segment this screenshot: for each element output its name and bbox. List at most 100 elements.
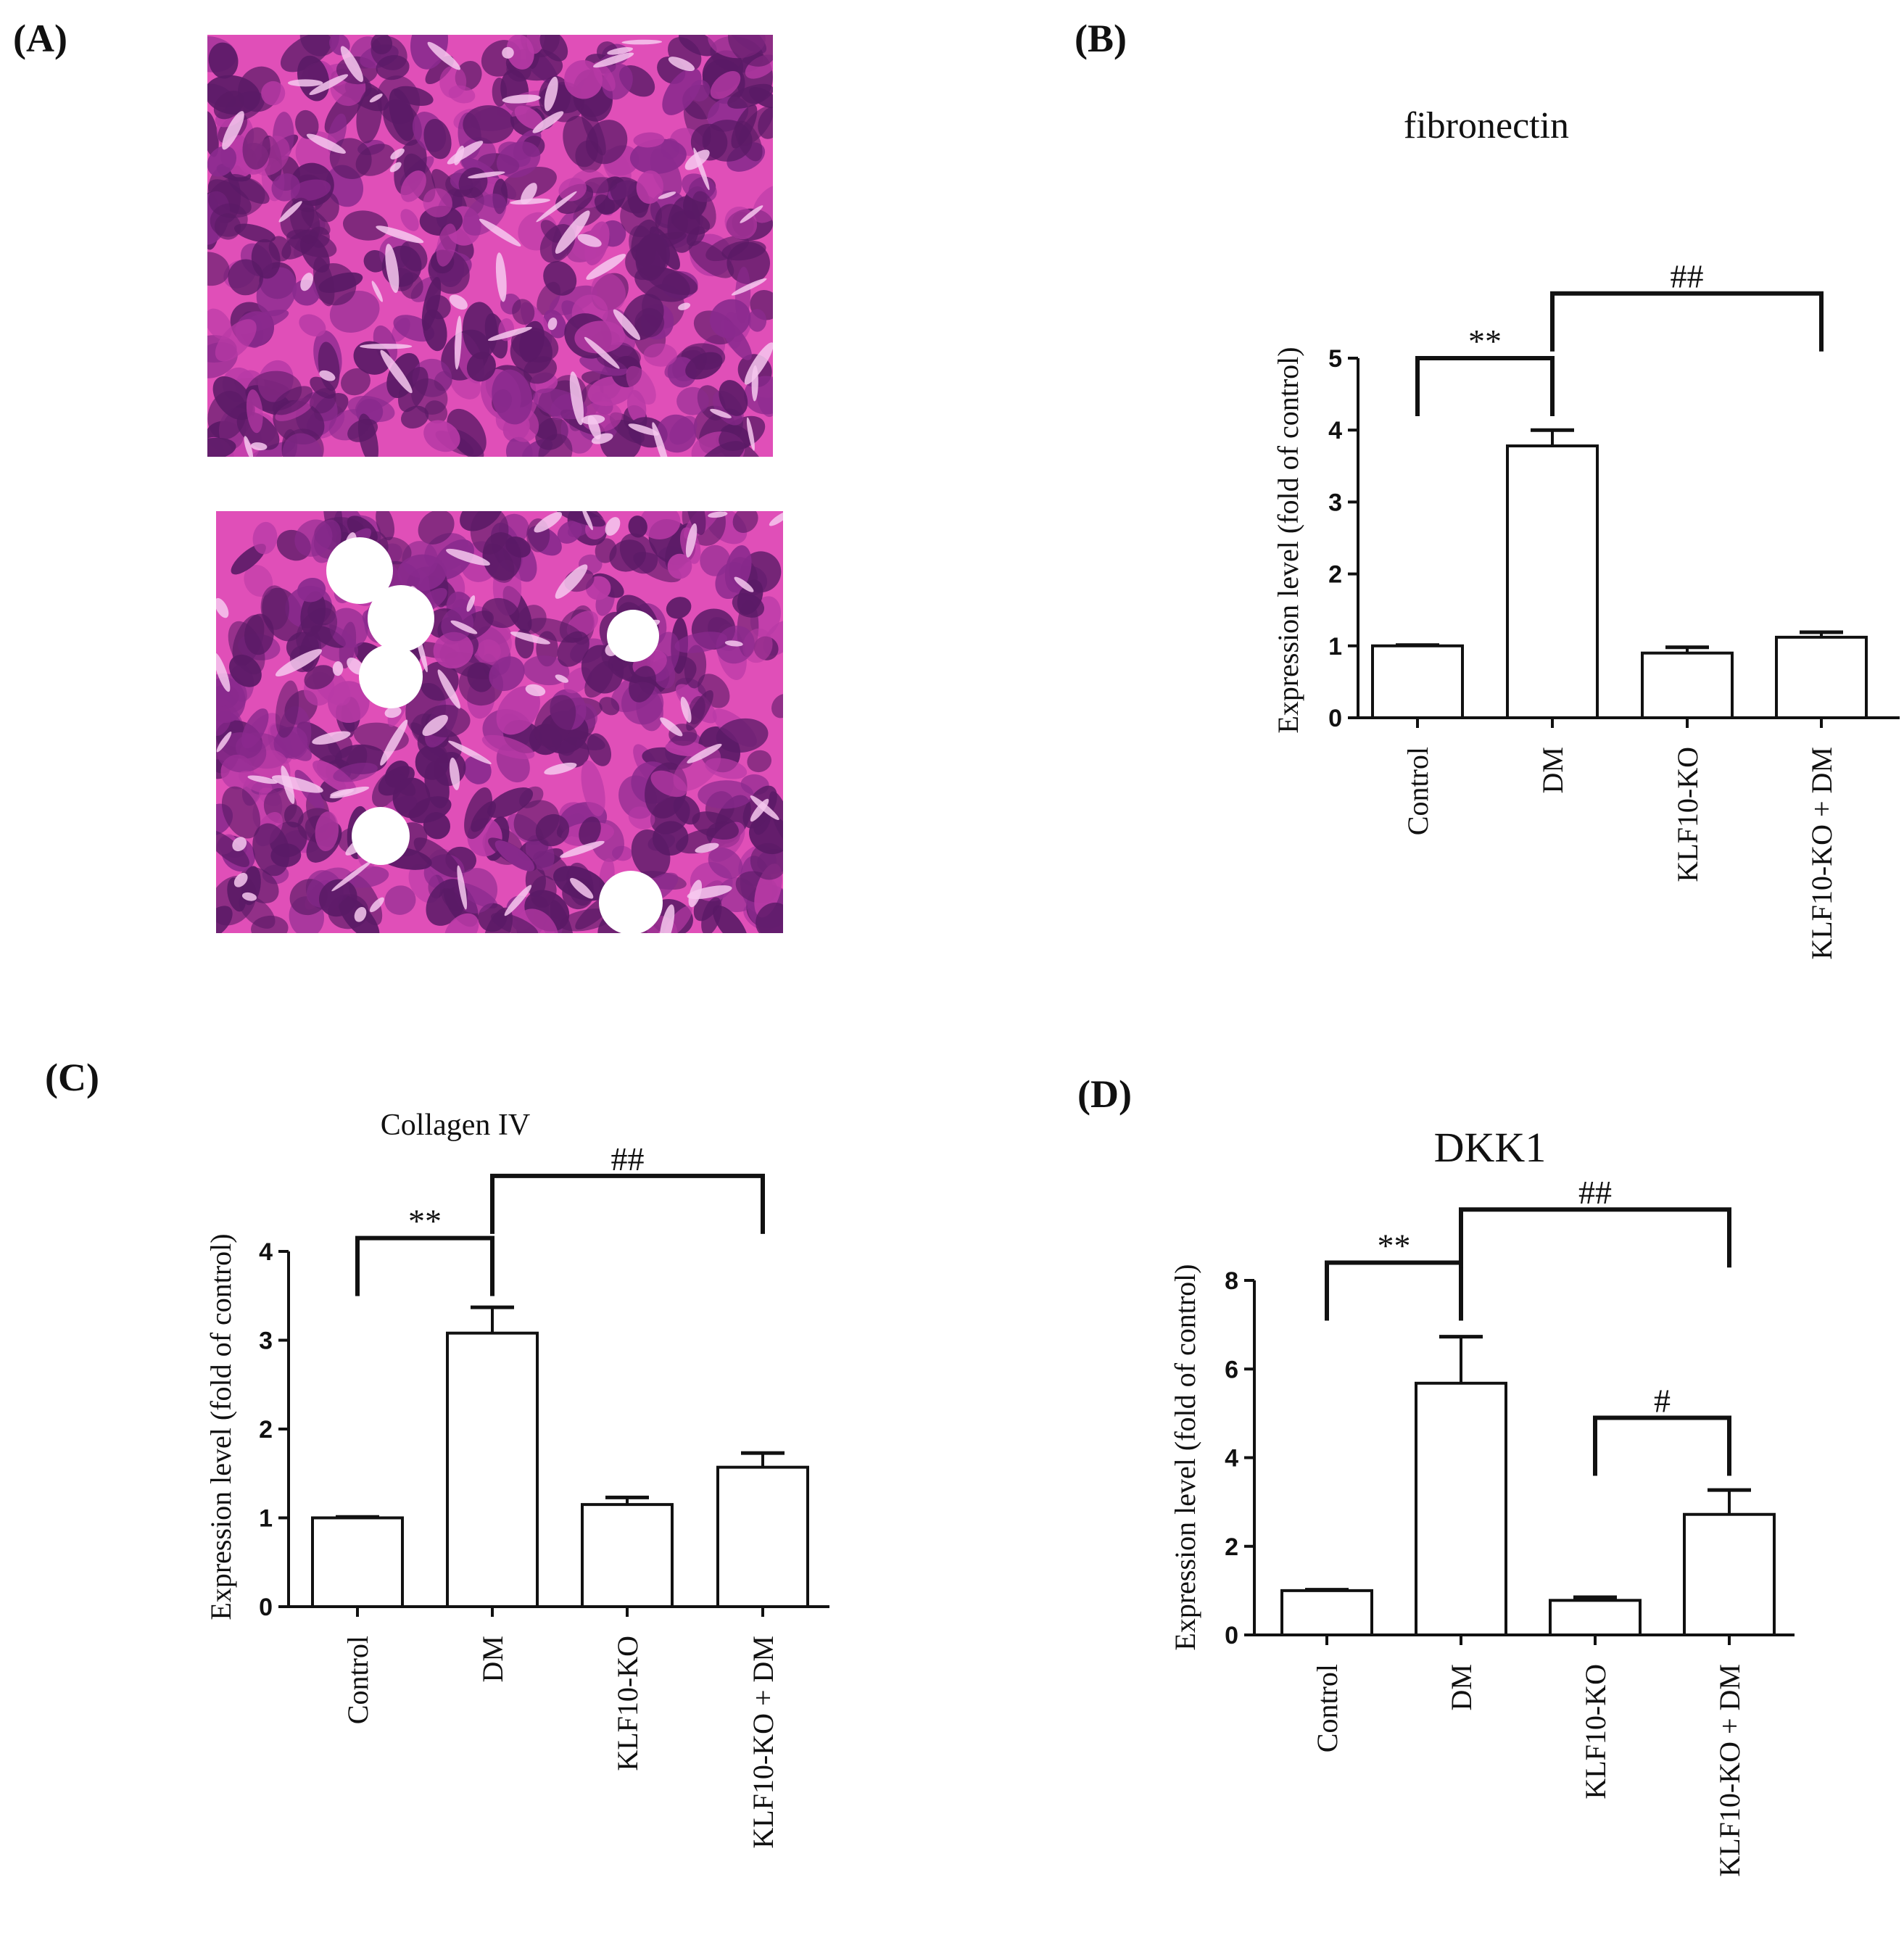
tissue-cell [252,521,278,555]
tissue-cell [342,210,389,241]
tissue-cell [470,511,509,555]
tissue-cell [376,511,395,541]
tissue-cell [207,252,230,286]
fat-vacuole [368,585,434,652]
tissue-cell [272,386,313,415]
significance-bracket [355,1235,494,1296]
tissue-gap [586,254,626,280]
category-label: DM [1445,1664,1478,1710]
significance-mark: ## [1671,258,1704,295]
tissue-cell [356,87,382,144]
tissue-gap [354,906,367,922]
tissue-cell [581,645,624,694]
fat-vacuole [326,537,393,604]
fat-vacuole [599,871,663,933]
tissue-cell [732,592,765,618]
y-tick-label: 0 [259,1594,273,1621]
tissue-gap [587,415,601,440]
tissue-cell [463,105,515,144]
y-axis-label: Expression level (fold of control) [204,1233,237,1620]
tissue-gap [244,436,254,457]
tissue-cell [295,109,319,139]
tissue-cell [436,223,458,267]
tissue-cell [329,608,368,648]
tissue-gap [487,326,532,341]
category-label: KLF10-KO [611,1636,644,1771]
category-label: KLF10-KO + DM [1805,747,1838,960]
tissue-gap [222,111,244,150]
tissue-cell [207,391,247,440]
tissue-cell [558,737,589,768]
tissue-gap [592,52,634,68]
tissue-gap [437,669,461,709]
category-label: Control [1311,1664,1344,1752]
tissue-cell [487,787,534,819]
tissue-gap [233,872,248,887]
tissue-cell [534,695,576,748]
tissue-gap [521,183,537,204]
tissue-gap [232,837,247,852]
tissue-cell [315,191,339,223]
tissue-cell [633,132,665,148]
tissue-gap [312,731,351,745]
tissue-gap [422,714,448,737]
y-tick-label: 0 [1328,705,1342,732]
tissue-cell [296,608,338,653]
tissue-cell [636,170,663,204]
panel-label-c: (C) [45,1056,99,1099]
tissue-cell [231,544,266,575]
tissue-cell [448,85,476,104]
tissue-gap [385,244,400,294]
bar [581,1503,674,1608]
tissue-gap [734,576,754,592]
tissue-cell [208,42,239,79]
tissue-gap [547,317,558,331]
tissue-cell [280,35,332,73]
y-tick-label: 5 [1328,345,1342,373]
tissue-gap [510,631,550,645]
tissue-cell [400,170,426,202]
tissue-gap [216,731,232,753]
tissue-cell [713,905,748,933]
tissue-gap [680,696,692,723]
tissue-cell [719,380,748,416]
tissue-cell [400,209,419,231]
y-axis-label: Expression level (fold of control) [1272,347,1304,733]
tissue-cell [710,71,741,99]
tissue-cell [392,777,431,819]
tissue-cell [261,80,286,106]
tissue-gap [450,620,478,634]
y-tick-label: 3 [259,1328,273,1355]
tissue-gap [724,640,743,647]
tissue-cell [743,376,773,415]
tissue-cell [421,276,442,331]
tissue-gap [740,205,763,223]
tissue-cell [684,645,707,689]
tissue-cell [643,343,677,367]
tissue-cell [327,681,370,723]
category-label: Control [1402,747,1434,835]
tissue-cell [700,544,731,576]
tissue-cell [444,913,479,933]
tissue-cell [423,118,452,160]
tissue-cell [594,194,616,214]
tissue-cell [564,59,603,99]
tissue-cell [289,197,320,244]
tissue-gap [710,408,732,418]
tissue-cell [549,285,597,315]
tissue-cell [574,320,626,354]
tissue-gap [275,649,323,677]
tissue-gap [278,201,302,223]
tissue-cell [513,800,560,842]
tissue-cell [481,734,535,760]
tissue-gaps [222,39,773,457]
tissue-cell [297,577,326,602]
tissue-cell [688,241,734,278]
tissue-gap [300,273,313,291]
category-label: KLF10-KO [1671,747,1704,882]
tissue-cell [698,780,754,809]
tissue-gap [306,133,346,154]
tissue-cell [685,352,723,380]
category-label: DM [1536,747,1569,793]
category-label: Control [342,1636,374,1724]
